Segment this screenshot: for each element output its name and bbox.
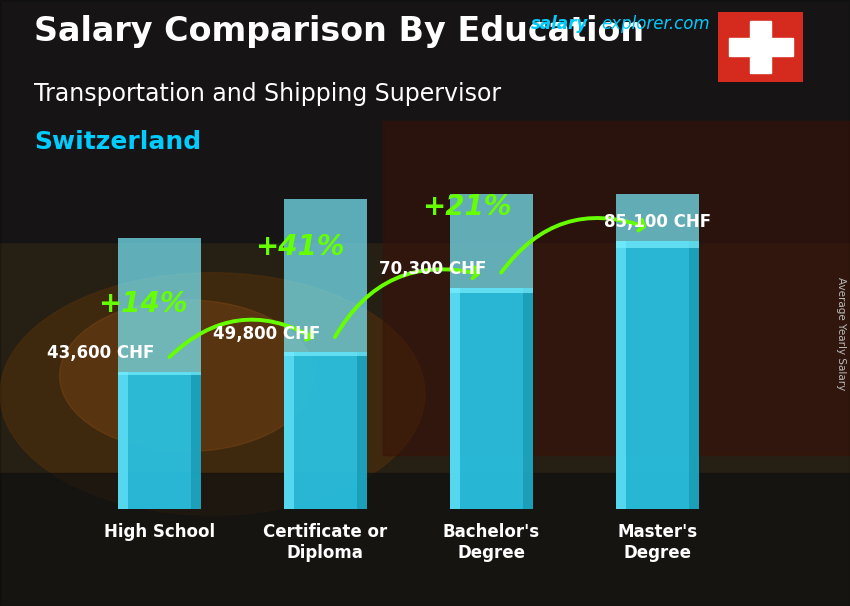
Bar: [284, 352, 366, 509]
Ellipse shape: [0, 273, 425, 515]
Text: +41%: +41%: [256, 233, 345, 262]
Text: 85,100 CHF: 85,100 CHF: [604, 213, 711, 231]
Text: Average Yearly Salary: Average Yearly Salary: [836, 277, 846, 390]
Bar: [284, 199, 366, 356]
Bar: [450, 287, 533, 509]
Bar: [284, 352, 293, 509]
Bar: [728, 38, 792, 56]
Bar: [750, 21, 772, 73]
Bar: [117, 371, 201, 509]
Text: +21%: +21%: [422, 193, 511, 221]
Bar: [615, 241, 699, 509]
Bar: [0, 473, 850, 606]
Text: explorer.com: explorer.com: [601, 15, 710, 33]
Bar: [382, 121, 850, 454]
Text: Transportation and Shipping Supervisor: Transportation and Shipping Supervisor: [34, 82, 501, 106]
Bar: [357, 352, 366, 509]
Ellipse shape: [60, 300, 314, 451]
Bar: [450, 287, 460, 509]
Bar: [190, 371, 201, 509]
Text: Salary Comparison By Education: Salary Comparison By Education: [34, 15, 644, 48]
Bar: [450, 72, 533, 293]
Bar: [117, 371, 128, 509]
Bar: [117, 238, 201, 375]
Text: 49,800 CHF: 49,800 CHF: [213, 325, 320, 342]
Text: 70,300 CHF: 70,300 CHF: [379, 260, 487, 278]
Bar: [615, 241, 626, 509]
Bar: [0, 0, 850, 242]
Text: +14%: +14%: [98, 290, 187, 318]
Bar: [615, 0, 699, 248]
Bar: [523, 287, 533, 509]
Text: salary: salary: [531, 15, 588, 33]
Text: Switzerland: Switzerland: [34, 130, 201, 155]
Bar: [688, 241, 699, 509]
Text: 43,600 CHF: 43,600 CHF: [48, 344, 155, 362]
